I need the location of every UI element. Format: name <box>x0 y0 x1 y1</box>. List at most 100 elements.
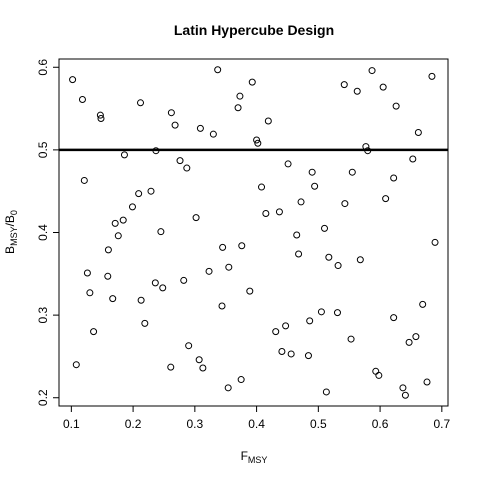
chart-title: Latin Hypercube Design <box>174 22 334 38</box>
data-point <box>287 350 295 358</box>
data-point <box>308 168 316 176</box>
data-point <box>185 342 193 350</box>
data-point <box>375 371 383 379</box>
data-point <box>282 322 290 330</box>
data-point <box>147 187 155 195</box>
y-tick-label: 0.2 <box>36 389 50 406</box>
data-point <box>209 130 217 138</box>
data-point <box>304 352 312 360</box>
data-point <box>293 231 301 239</box>
data-point <box>72 361 80 369</box>
data-point <box>225 263 233 271</box>
data-point <box>348 168 356 176</box>
data-point <box>272 328 280 336</box>
data-point <box>219 243 227 251</box>
data-point <box>104 272 112 280</box>
data-point <box>364 147 372 155</box>
data-point <box>236 92 244 100</box>
data-point <box>137 296 145 304</box>
x-axis-label: FMSY <box>241 449 268 465</box>
data-point <box>372 367 380 375</box>
x-tick-label: 0.1 <box>63 417 80 431</box>
data-point <box>253 136 261 144</box>
data-point <box>119 216 127 224</box>
data-point <box>167 109 175 117</box>
data-point <box>128 203 136 211</box>
x-axis-label-main: F <box>241 449 248 463</box>
data-point <box>199 364 207 372</box>
data-point <box>405 338 413 346</box>
data-point <box>183 164 191 172</box>
y-axis-label-sep: /B <box>3 215 17 226</box>
data-point <box>120 151 128 159</box>
data-point <box>167 363 175 371</box>
data-point <box>83 269 91 277</box>
data-point <box>218 302 226 310</box>
data-point <box>196 124 204 132</box>
data-point <box>254 139 262 147</box>
data-point <box>431 238 439 246</box>
data-point <box>86 289 94 297</box>
data-point <box>159 284 167 292</box>
data-point <box>390 314 398 322</box>
data-point <box>333 309 341 317</box>
data-point <box>341 200 349 208</box>
data-point <box>340 81 348 89</box>
data-point <box>297 198 305 206</box>
data-point <box>90 328 98 336</box>
y-axis-label-main: B <box>3 246 17 254</box>
data-point <box>414 129 422 137</box>
y-axis-label-sub: MSY <box>9 226 19 246</box>
data-point <box>246 287 254 295</box>
data-point <box>399 384 407 392</box>
data-point <box>409 155 417 163</box>
data-point <box>390 174 398 182</box>
data-point <box>176 157 184 165</box>
data-point <box>234 104 242 112</box>
data-point <box>151 279 159 287</box>
data-point <box>109 295 117 303</box>
data-point <box>306 317 314 325</box>
x-tick-label: 0.6 <box>372 417 389 431</box>
data-point <box>322 388 330 396</box>
data-point <box>214 66 222 74</box>
data-point <box>137 99 145 107</box>
data-point <box>78 95 86 103</box>
data-point <box>284 160 292 168</box>
data-point <box>152 147 160 155</box>
data-point <box>368 67 376 75</box>
data-point <box>321 224 329 232</box>
y-axis-label: BMSY/B0 <box>3 210 19 254</box>
data-point <box>97 114 105 122</box>
data-point <box>192 214 200 222</box>
data-point <box>248 78 256 86</box>
data-point <box>237 376 245 384</box>
data-point <box>278 347 286 355</box>
x-tick-label: 0.5 <box>310 417 327 431</box>
data-point <box>135 190 143 198</box>
data-point <box>423 378 431 386</box>
y-axis: 0.2 0.3 0.4 0.5 0.6 <box>36 59 60 406</box>
data-point <box>205 267 213 275</box>
data-point <box>96 111 104 119</box>
data-point <box>171 121 179 129</box>
data-point <box>353 87 361 95</box>
data-point <box>382 195 390 203</box>
y-tick-label: 0.6 <box>36 59 50 76</box>
y-tick-label: 0.5 <box>36 141 50 158</box>
data-point <box>104 246 112 254</box>
data-point <box>180 276 188 284</box>
x-tick-label: 0.3 <box>186 417 203 431</box>
data-point <box>262 209 270 217</box>
y-tick-label: 0.4 <box>36 224 50 241</box>
data-point <box>325 253 333 261</box>
data-point <box>157 228 165 236</box>
x-tick-label: 0.2 <box>125 417 142 431</box>
data-point <box>356 256 364 264</box>
data-point <box>264 117 272 125</box>
data-point <box>379 83 387 91</box>
data-point <box>334 262 342 270</box>
data-points <box>69 66 439 399</box>
data-point <box>295 250 303 258</box>
